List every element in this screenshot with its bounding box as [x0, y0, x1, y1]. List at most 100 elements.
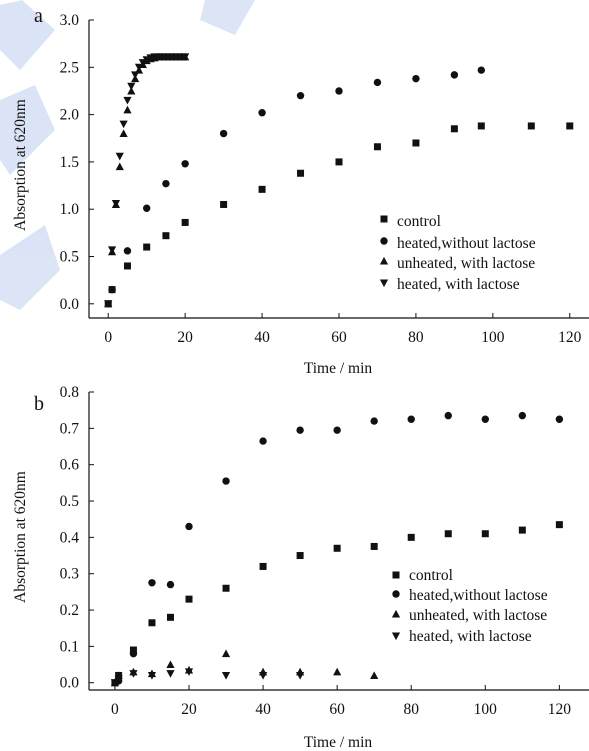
data-point-b-2: [370, 671, 379, 679]
series-a-3: [104, 53, 190, 308]
y-tick-label-a: 3.0: [60, 12, 80, 29]
x-axis-title-a: Time / min: [304, 360, 373, 377]
decor-shape: [0, 225, 60, 310]
y-axis-title-b: Absorption at 620nm: [12, 471, 29, 603]
data-point-a-1: [373, 78, 382, 87]
data-point-a-3: [181, 53, 190, 61]
x-tick-label-b: 80: [403, 701, 419, 718]
data-point-a-0: [412, 139, 420, 147]
data-point-b-1: [555, 415, 564, 423]
data-point-a-3: [119, 120, 128, 129]
legend-marker-b-0: [392, 571, 400, 579]
data-point-a-2: [115, 162, 124, 171]
x-tick-label-a: 80: [408, 329, 424, 346]
legend-marker-a-0: [380, 215, 388, 223]
data-point-a-0: [297, 169, 305, 177]
data-point-a-0: [123, 262, 131, 270]
data-point-b-1: [481, 415, 489, 423]
data-point-a-1: [123, 247, 132, 255]
x-tick-label-a: 20: [177, 329, 193, 346]
decor-shape: [0, 85, 55, 175]
data-point-a-0: [335, 158, 343, 166]
data-point-a-1: [162, 179, 170, 188]
legend-marker-a-2: [379, 256, 389, 265]
data-point-b-3: [184, 668, 194, 676]
data-point-b-1: [222, 477, 230, 485]
data-point-b-1: [407, 415, 415, 423]
data-point-b-2: [166, 660, 175, 669]
y-tick-label-a: 0.0: [60, 296, 80, 313]
data-point-a-1: [258, 109, 266, 117]
data-point-b-3: [296, 671, 305, 680]
data-point-a-1: [219, 129, 228, 138]
x-tick-label-a: 120: [558, 329, 582, 346]
data-point-a-1: [108, 285, 116, 294]
panel-a-letter: a: [34, 5, 43, 27]
x-tick-label-a: 0: [104, 329, 112, 346]
decor-shape: [200, 0, 255, 35]
data-point-b-0: [166, 613, 174, 621]
y-tick-label-b: 0.5: [60, 493, 80, 510]
chart-panel-b: b control heated,without lactose unheate…: [12, 384, 589, 751]
data-point-b-1: [166, 580, 175, 589]
data-point-b-0: [518, 526, 526, 534]
series-b-2: [110, 649, 379, 687]
data-point-a-0: [450, 125, 458, 133]
x-tick-label-b: 60: [329, 701, 345, 718]
data-point-a-1: [142, 204, 151, 212]
data-point-b-1: [148, 579, 156, 587]
data-point-a-3: [131, 71, 140, 79]
data-point-b-0: [444, 530, 452, 538]
data-point-a-0: [220, 200, 228, 208]
series-a-2: [104, 52, 190, 308]
legend-b-label-unheated-with-lactose: unheated, with lactose: [409, 607, 547, 624]
x-tick-label-a: 100: [481, 329, 505, 346]
x-tick-label-b: 120: [548, 701, 572, 718]
data-point-b-0: [185, 595, 193, 603]
data-point-a-3: [127, 82, 136, 91]
data-point-a-3: [104, 300, 113, 308]
data-point-b-0: [555, 521, 563, 529]
data-point-a-1: [296, 91, 305, 100]
y-tick-label-b: 0.2: [60, 602, 79, 619]
data-point-a-1: [450, 71, 459, 79]
data-point-b-0: [333, 544, 341, 552]
legend-a-label-unheated-with-lactose: unheated, with lactose: [397, 255, 535, 272]
data-point-a-0: [527, 122, 535, 130]
y-tick-label-b: 0.6: [60, 457, 80, 474]
data-point-a-3: [138, 59, 147, 67]
y-tick-label-b: 0.4: [60, 529, 80, 546]
x-tick-label-a: 60: [331, 329, 347, 346]
data-point-b-1: [296, 426, 304, 434]
data-point-a-0: [143, 243, 151, 251]
data-point-a-2: [123, 105, 132, 114]
chart-panel-a: a control heated,without lactose unheate…: [12, 5, 589, 377]
y-tick-label-b: 0.7: [60, 420, 80, 437]
data-point-b-1: [129, 649, 138, 658]
data-point-a-0: [181, 218, 189, 226]
y-tick-label-a: 2.5: [60, 59, 80, 76]
legend-marker-a-1: [380, 237, 388, 245]
legend-a-label-heated-without-lactose: heated,without lactose: [397, 235, 536, 252]
legend-marker-b-1: [392, 590, 400, 598]
data-point-b-3: [114, 675, 123, 684]
data-point-b-3: [258, 671, 268, 680]
data-point-a-0: [162, 232, 170, 240]
y-tick-label-a: 1.5: [60, 154, 80, 171]
data-point-b-1: [444, 411, 452, 420]
legend-b: control heated,without lactose unheated,…: [409, 567, 548, 645]
x-tick-label-b: 40: [255, 701, 271, 718]
data-point-a-1: [335, 87, 343, 95]
data-point-b-3: [110, 679, 120, 687]
y-tick-label-b: 0.8: [60, 384, 80, 401]
data-point-b-0: [222, 584, 230, 592]
data-point-a-1: [477, 66, 486, 74]
y-axis-title-a: Absorption at 620nm: [12, 99, 29, 231]
x-tick-label-b: 20: [181, 701, 197, 718]
y-tick-label-a: 2.0: [60, 107, 80, 124]
data-point-a-2: [127, 86, 136, 95]
data-point-b-0: [259, 562, 267, 570]
data-point-a-3: [123, 96, 132, 105]
y-tick-label-a: 1.0: [60, 201, 80, 218]
data-point-a-2: [119, 129, 128, 138]
